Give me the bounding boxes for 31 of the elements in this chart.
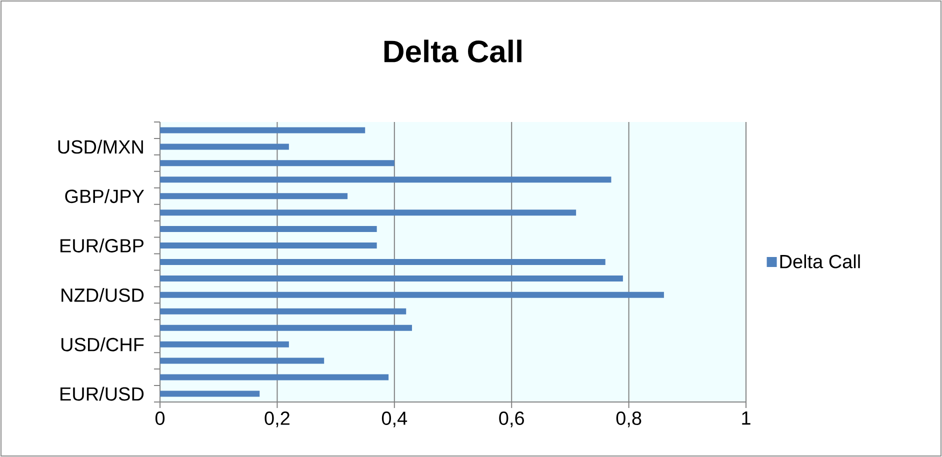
bar (160, 144, 289, 150)
y-tick-label: EUR/USD (60, 386, 144, 401)
x-tick-label: 1 (742, 412, 750, 425)
bar (160, 258, 606, 265)
bar (160, 210, 576, 216)
bar (160, 308, 406, 314)
y-tick-label: NZD/USD (62, 288, 144, 302)
bar (160, 160, 394, 166)
bar (160, 242, 377, 249)
bar (160, 226, 377, 232)
chart-title: Delta Call (384, 40, 522, 62)
bar (160, 193, 348, 200)
x-tick-label: 0,4 (382, 412, 408, 428)
legend-label: Delta Call (780, 254, 860, 268)
bar (160, 292, 664, 298)
bar (160, 358, 324, 364)
bar (160, 127, 366, 134)
bar (160, 176, 612, 183)
bar (160, 390, 260, 397)
x-tick-label: 0 (155, 412, 165, 425)
bar (160, 341, 289, 348)
x-tick-label: 0,8 (616, 412, 642, 428)
bar (160, 324, 412, 331)
bar (160, 374, 389, 380)
y-tick-label: USD/CHF (61, 337, 144, 352)
y-tick-label: GBP/JPY (65, 189, 144, 204)
y-tick-label: EUR/GBP (60, 238, 144, 252)
y-tick-label: USD/MXN (58, 140, 143, 154)
bar (160, 275, 623, 282)
x-tick-label: 0,6 (499, 412, 524, 428)
x-tick-label: 0,2 (264, 412, 290, 428)
